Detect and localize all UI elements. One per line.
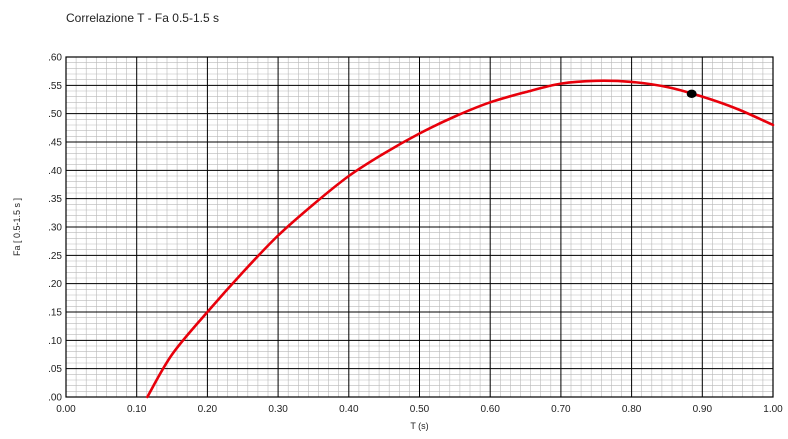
x-axis-label: T (s) [410, 421, 428, 431]
x-tick-label: 0.60 [480, 404, 500, 415]
x-tick-labels: 0.00 0.10 0.20 0.30 0.40 0.50 0.60 0.70 0.80 0.90… [56, 404, 783, 415]
y-tick-label: .45 [48, 138, 62, 149]
y-tick-labels: .00 .05 .10 .15 .20 .25 .30 .35 .40 .45 .50 .55 .60 [48, 53, 62, 404]
x-tick-label: 0.30 [268, 404, 288, 415]
x-tick-label: 0.80 [622, 404, 642, 415]
x-tick-label: 0.00 [56, 404, 76, 415]
y-axis-label: Fa [ 0.5-1.5 s ] [12, 198, 22, 256]
data-point-marker [686, 89, 697, 99]
x-tick-label: 0.40 [339, 404, 359, 415]
chart-title: Correlazione T - Fa 0.5-1.5 s [66, 11, 219, 25]
y-tick-label: .25 [48, 251, 62, 262]
x-tick-label: 0.50 [410, 404, 430, 415]
plot-frame [65, 56, 774, 398]
y-tick-label: .50 [48, 109, 62, 120]
x-tick-label: 0.90 [693, 404, 713, 415]
series-layer [146, 79, 775, 399]
x-tick-label: 1.00 [763, 404, 783, 415]
series-line [146, 79, 775, 399]
y-tick-label: .55 [48, 81, 62, 92]
y-tick-label: .00 [48, 393, 62, 404]
y-tick-label: .60 [48, 53, 62, 64]
y-tick-label: .40 [48, 166, 62, 177]
points-layer [686, 89, 697, 99]
y-tick-label: .15 [48, 308, 62, 319]
x-tick-label: 0.10 [127, 404, 147, 415]
y-tick-label: .20 [48, 279, 62, 290]
y-tick-label: .10 [48, 336, 62, 347]
y-tick-label: .35 [48, 194, 62, 205]
x-tick-label: 0.70 [551, 404, 571, 415]
y-tick-label: .30 [48, 223, 62, 234]
x-tick-label: 0.20 [198, 404, 218, 415]
y-tick-label: .05 [48, 364, 62, 375]
